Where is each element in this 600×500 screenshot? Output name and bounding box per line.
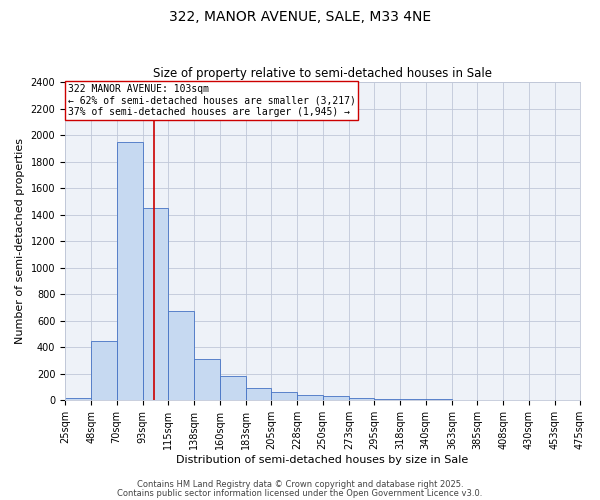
Bar: [194, 359, 220, 401]
Bar: [271, 392, 298, 400]
X-axis label: Distribution of semi-detached houses by size in Sale: Distribution of semi-detached houses by …: [176, 455, 469, 465]
Bar: [220, 376, 246, 400]
Text: 322, MANOR AVENUE, SALE, M33 4NE: 322, MANOR AVENUE, SALE, M33 4NE: [169, 10, 431, 24]
Bar: [298, 395, 323, 400]
Bar: [143, 208, 168, 400]
Bar: [374, 399, 400, 400]
Bar: [168, 312, 194, 400]
Title: Size of property relative to semi-detached houses in Sale: Size of property relative to semi-detach…: [153, 66, 492, 80]
Bar: [400, 399, 425, 400]
Text: Contains HM Land Registry data © Crown copyright and database right 2025.: Contains HM Land Registry data © Crown c…: [137, 480, 463, 489]
Bar: [116, 142, 143, 400]
Bar: [323, 396, 349, 400]
Text: Contains public sector information licensed under the Open Government Licence v3: Contains public sector information licen…: [118, 488, 482, 498]
Y-axis label: Number of semi-detached properties: Number of semi-detached properties: [15, 138, 25, 344]
Text: 322 MANOR AVENUE: 103sqm
← 62% of semi-detached houses are smaller (3,217)
37% o: 322 MANOR AVENUE: 103sqm ← 62% of semi-d…: [68, 84, 355, 117]
Bar: [349, 398, 374, 400]
Bar: [425, 399, 452, 400]
Bar: [65, 398, 91, 400]
Bar: [246, 388, 271, 400]
Bar: [91, 340, 116, 400]
